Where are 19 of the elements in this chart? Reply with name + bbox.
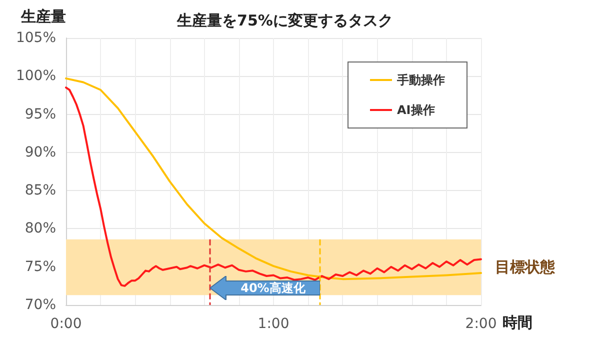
- annotation: 40%高速化: [240, 281, 306, 296]
- legend-label: 手動操作: [396, 73, 445, 87]
- y-tick-label: 75%: [24, 258, 56, 275]
- y-tick-label: 90%: [24, 144, 56, 160]
- y-tick-label: 105%: [16, 30, 56, 46]
- y-tick-label: 85%: [24, 182, 56, 199]
- y-tick-label: 100%: [16, 68, 56, 84]
- x-tick-label: 1:00: [258, 316, 290, 332]
- y-tick-label: 80%: [24, 220, 56, 237]
- y-tick-label: 70%: [24, 297, 56, 313]
- y-axis-title: 生産量: [20, 8, 66, 26]
- x-axis-title: 時間: [502, 314, 533, 332]
- band-label: 目標状態: [495, 258, 556, 276]
- chart-title: 生産量を75%に変更するタスク: [176, 12, 393, 30]
- x-tick-label: 2:00: [465, 316, 497, 332]
- y-tick-label: 95%: [24, 106, 56, 122]
- arrow-icon: 40%高速化: [210, 276, 320, 300]
- legend-label: AI操作: [397, 103, 435, 117]
- x-tick-label: 0:00: [50, 316, 82, 332]
